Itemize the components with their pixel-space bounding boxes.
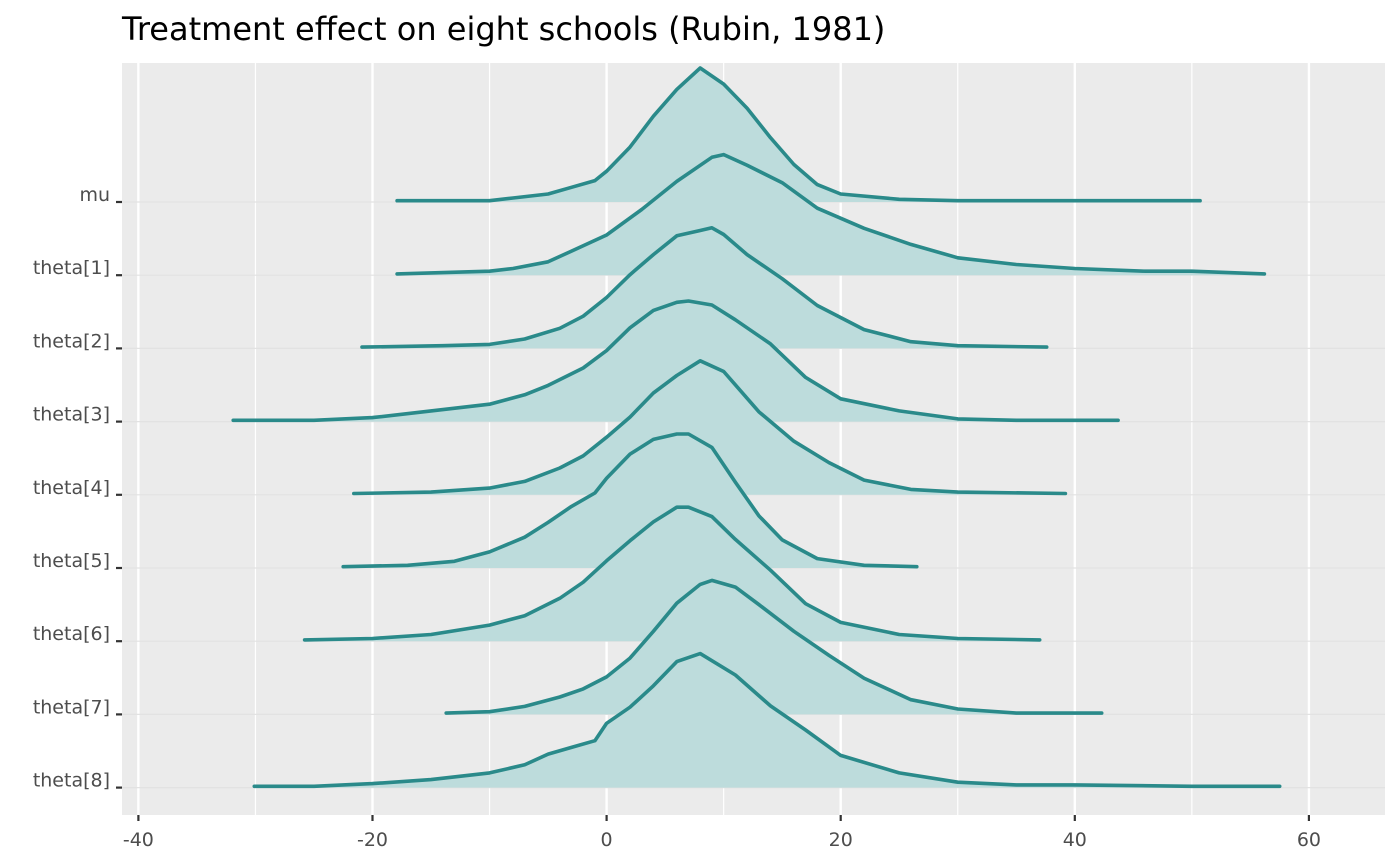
ridge-line [352, 359, 1068, 496]
ridge-line [360, 226, 1049, 349]
ridge-line [444, 578, 1104, 715]
x-tick-label: -40 [123, 829, 154, 851]
y-tick-label: theta[7] [33, 696, 110, 718]
x-tick-label: 0 [601, 829, 613, 851]
ridge-fill [397, 68, 1201, 202]
y-tick-label: theta[8] [33, 770, 110, 792]
y-tick-label: theta[1] [33, 257, 110, 279]
ridge-fill [304, 507, 1040, 642]
ridge-fill [353, 360, 1066, 495]
ridge-line [341, 432, 919, 569]
ridge-line [231, 299, 1120, 423]
y-tick-label: theta[2] [33, 330, 110, 352]
ridge-fill [362, 227, 1047, 349]
y-tick-label: theta[3] [33, 404, 110, 426]
x-tick-label: 40 [1063, 829, 1087, 851]
ridge-theta[1] [395, 152, 1267, 276]
chart-title: Treatment effect on eight schools (Rubin… [121, 10, 885, 48]
ridge-line [252, 651, 1282, 789]
ridge-mu [395, 66, 1202, 203]
y-axis: mu theta[1] theta[2] theta[3] theta[4] theta[… [33, 184, 122, 792]
ridge-theta[6] [302, 505, 1042, 642]
density-ridges [231, 66, 1282, 789]
ridge-theta[4] [352, 359, 1068, 496]
ridge-fill [446, 580, 1102, 715]
ridge-line [302, 505, 1042, 642]
ridge-theta[8] [252, 651, 1282, 789]
ridge-theta[5] [341, 432, 919, 569]
x-tick-label: -20 [357, 829, 388, 851]
x-tick-label: 60 [1297, 829, 1321, 851]
ridge-fill [343, 434, 917, 568]
ridge-fill [233, 301, 1119, 422]
x-axis: -40 -20 0 20 40 60 [123, 815, 1321, 851]
ridge-theta[3] [231, 299, 1120, 423]
x-tick-label: 20 [829, 829, 853, 851]
y-tick-label: theta[4] [33, 477, 110, 499]
ridge-fill [254, 653, 1280, 788]
ridge-theta[7] [444, 578, 1104, 715]
ridge-theta[2] [360, 226, 1049, 349]
ridge-line [395, 152, 1267, 276]
ridge-line [395, 66, 1202, 203]
y-tick-label: mu [79, 184, 110, 206]
y-tick-label: theta[5] [33, 550, 110, 572]
y-tick-label: theta[6] [33, 623, 110, 645]
